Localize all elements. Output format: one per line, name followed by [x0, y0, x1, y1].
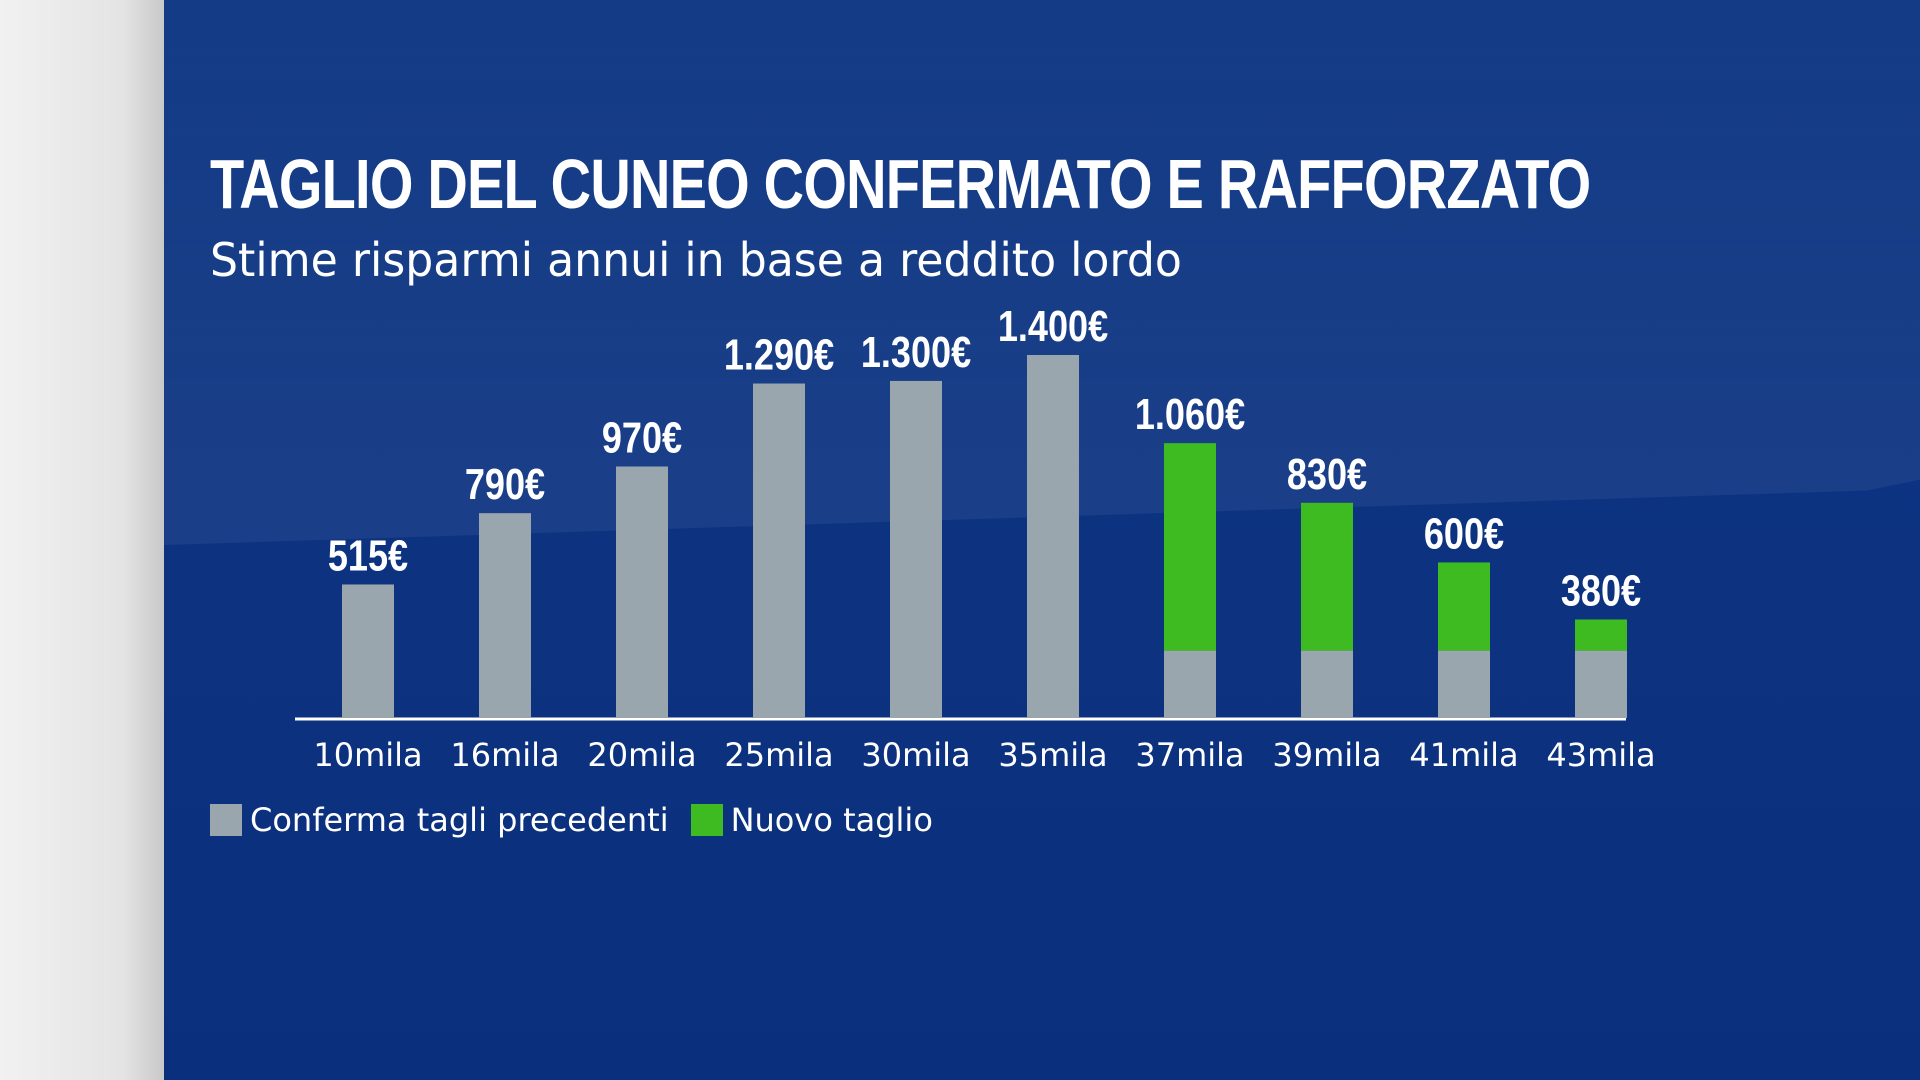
data-label-35mila: 1.400€: [998, 302, 1108, 351]
bar-41mila-previous-cut: [1438, 650, 1490, 718]
x-tick-label-37mila: 37mila: [1135, 736, 1244, 774]
legend-swatch-new-cut: [690, 804, 723, 836]
bar-16mila-previous-cut: [479, 513, 531, 718]
data-label-43mila: 380€: [1561, 566, 1641, 615]
data-label-16mila: 790€: [465, 460, 545, 509]
x-tick-label-20mila: 20mila: [587, 736, 696, 774]
bar-43mila-new-cut: [1575, 619, 1627, 651]
bar-37mila-new-cut: [1164, 443, 1216, 651]
x-tick-label-30mila: 30mila: [861, 736, 970, 774]
data-label-30mila: 1.300€: [861, 328, 971, 377]
bar-41mila-new-cut: [1438, 562, 1490, 651]
x-tick-label-10mila: 10mila: [313, 736, 422, 774]
legend-label-previous-cut: Conferma tagli precedenti: [250, 801, 669, 839]
bar-39mila-new-cut: [1301, 502, 1353, 651]
data-label-39mila: 830€: [1287, 449, 1367, 498]
legend-item-previous-cut: Conferma tagli precedenti: [210, 801, 669, 839]
x-tick-label-35mila: 35mila: [998, 736, 1107, 774]
data-label-20mila: 970€: [602, 413, 682, 462]
data-label-10mila: 515€: [328, 531, 408, 580]
data-label-41mila: 600€: [1424, 509, 1504, 558]
x-tick-label-16mila: 16mila: [450, 736, 559, 774]
legend-label-new-cut: Nuovo taglio: [730, 801, 933, 839]
left-side-panel: [0, 0, 164, 1080]
chart-legend: Conferma tagli precedenti Nuovo taglio: [210, 796, 955, 844]
bar-25mila-previous-cut: [753, 383, 805, 718]
legend-item-new-cut: Nuovo taglio: [690, 801, 933, 839]
x-tick-label-41mila: 41mila: [1409, 736, 1518, 774]
data-label-37mila: 1.060€: [1135, 390, 1245, 439]
bar-10mila-previous-cut: [342, 584, 394, 718]
bar-39mila-previous-cut: [1301, 650, 1353, 718]
bar-20mila-previous-cut: [616, 466, 668, 718]
bar-37mila-previous-cut: [1164, 650, 1216, 718]
legend-swatch-previous-cut: [210, 804, 242, 836]
bar-35mila-previous-cut: [1027, 355, 1079, 718]
bar-43mila-previous-cut: [1575, 650, 1627, 718]
x-tick-label-25mila: 25mila: [724, 736, 833, 774]
data-label-25mila: 1.290€: [724, 330, 834, 379]
chart-title: TAGLIO DEL CUNEO CONFERMATO E RAFFORZATO: [210, 145, 1591, 223]
bar-30mila-previous-cut: [890, 380, 942, 718]
x-tick-label-39mila: 39mila: [1272, 736, 1381, 774]
chart-subtitle: Stime risparmi annui in base a reddito l…: [210, 233, 1182, 287]
x-tick-label-43mila: 43mila: [1546, 736, 1655, 774]
